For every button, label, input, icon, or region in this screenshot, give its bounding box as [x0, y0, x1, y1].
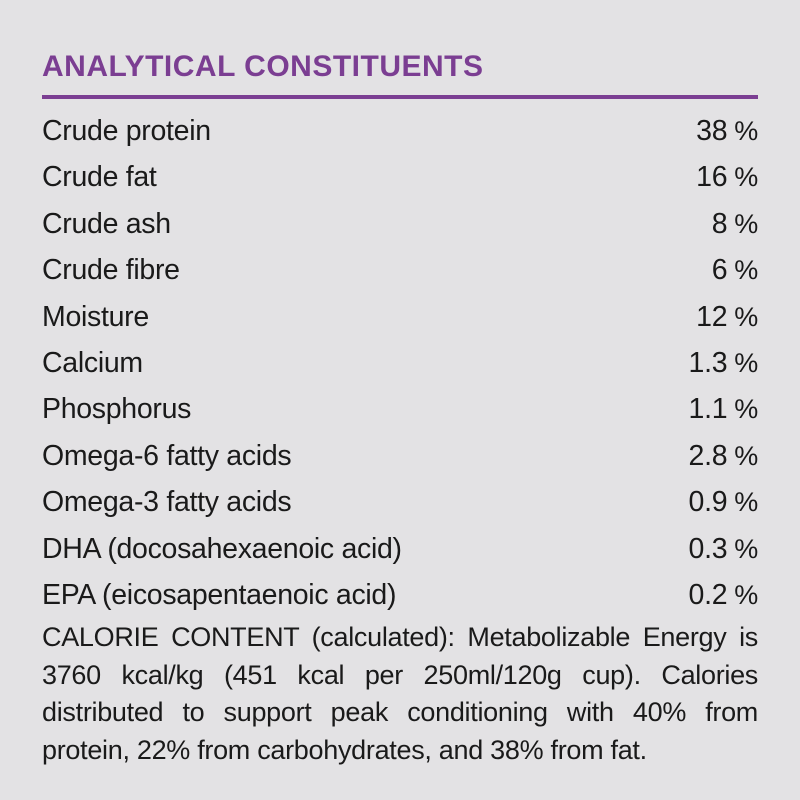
constituent-label: Crude ash	[42, 207, 171, 240]
percent-unit: %	[734, 487, 758, 518]
percent-unit: %	[734, 301, 758, 332]
percent-unit: %	[734, 116, 758, 146]
constituent-label: Crude fat	[42, 161, 157, 194]
constituent-value-group: 0.3 %	[688, 526, 759, 572]
constituent-label: Calcium	[42, 347, 143, 380]
constituent-value-group: 2.8 %	[688, 433, 759, 479]
constituent-value: 1.3	[688, 347, 728, 380]
calorie-content-paragraph: CALORIE CONTENT (calculated): Metaboliza…	[42, 622, 758, 765]
constituent-value: 16	[696, 161, 728, 194]
constituent-row: Crude fat 16 %	[42, 154, 758, 200]
percent-unit: %	[734, 533, 758, 564]
constituent-label: Moisture	[42, 300, 149, 333]
constituents-table: Crude protein 38 % Crude fat 16 % Crude …	[42, 108, 758, 618]
percent-unit: %	[734, 255, 758, 286]
constituent-label: Omega-3 fatty acids	[42, 486, 292, 519]
constituent-label: Phosphorus	[42, 393, 192, 426]
constituent-value-group: 8 %	[711, 201, 759, 247]
constituent-value-group: 6 %	[711, 247, 759, 293]
constituent-value: 0.3	[688, 532, 728, 565]
constituent-label: Crude protein	[42, 115, 211, 147]
constituent-value: 0.9	[688, 486, 728, 519]
constituent-value: 6	[711, 254, 728, 287]
constituent-row: Omega-6 fatty acids 2.8 %	[42, 433, 758, 479]
constituent-value: 12	[696, 300, 728, 333]
constituent-value-group: 0.2 %	[688, 572, 759, 618]
constituent-row: Moisture 12 %	[42, 294, 758, 340]
percent-unit: %	[734, 440, 758, 471]
constituent-label: Crude fibre	[42, 254, 180, 287]
constituent-value: 38	[696, 115, 728, 147]
percent-unit: %	[734, 162, 758, 193]
constituent-value-group: 38 %	[696, 108, 758, 154]
constituent-row: Crude ash 8 %	[42, 201, 758, 247]
constituent-row: Crude protein 38 %	[42, 108, 758, 154]
constituent-row: Calcium 1.3 %	[42, 340, 758, 386]
constituent-row: Omega-3 fatty acids 0.9 %	[42, 479, 758, 525]
constituent-value: 2.8	[688, 439, 728, 472]
constituent-value: 1.1	[688, 393, 728, 426]
constituent-label: Omega-6 fatty acids	[42, 439, 292, 472]
percent-unit: %	[734, 348, 758, 379]
percent-unit: %	[734, 394, 758, 425]
percent-unit: %	[734, 208, 758, 239]
constituent-row: DHA (docosahexaenoic acid) 0.3 %	[42, 526, 758, 572]
constituent-label: DHA (docosahexaenoic acid)	[42, 532, 402, 565]
constituent-value: 0.2	[688, 579, 728, 612]
panel-title: ANALYTICAL CONSTITUENTS	[42, 50, 484, 83]
constituent-row: EPA (eicosapentaenoic acid) 0.2 %	[42, 572, 758, 618]
title-divider	[42, 95, 758, 99]
constituent-label: EPA (eicosapentaenoic acid)	[42, 579, 397, 612]
constituent-value-group: 12 %	[696, 294, 758, 340]
constituent-value-group: 1.3 %	[688, 340, 759, 386]
percent-unit: %	[734, 580, 758, 611]
constituent-value: 8	[711, 207, 728, 240]
constituent-value-group: 1.1 %	[688, 386, 759, 432]
constituent-row: Crude fibre 6 %	[42, 247, 758, 293]
constituent-value-group: 16 %	[696, 154, 758, 200]
constituent-value-group: 0.9 %	[688, 479, 759, 525]
constituent-row: Phosphorus 1.1 %	[42, 386, 758, 432]
